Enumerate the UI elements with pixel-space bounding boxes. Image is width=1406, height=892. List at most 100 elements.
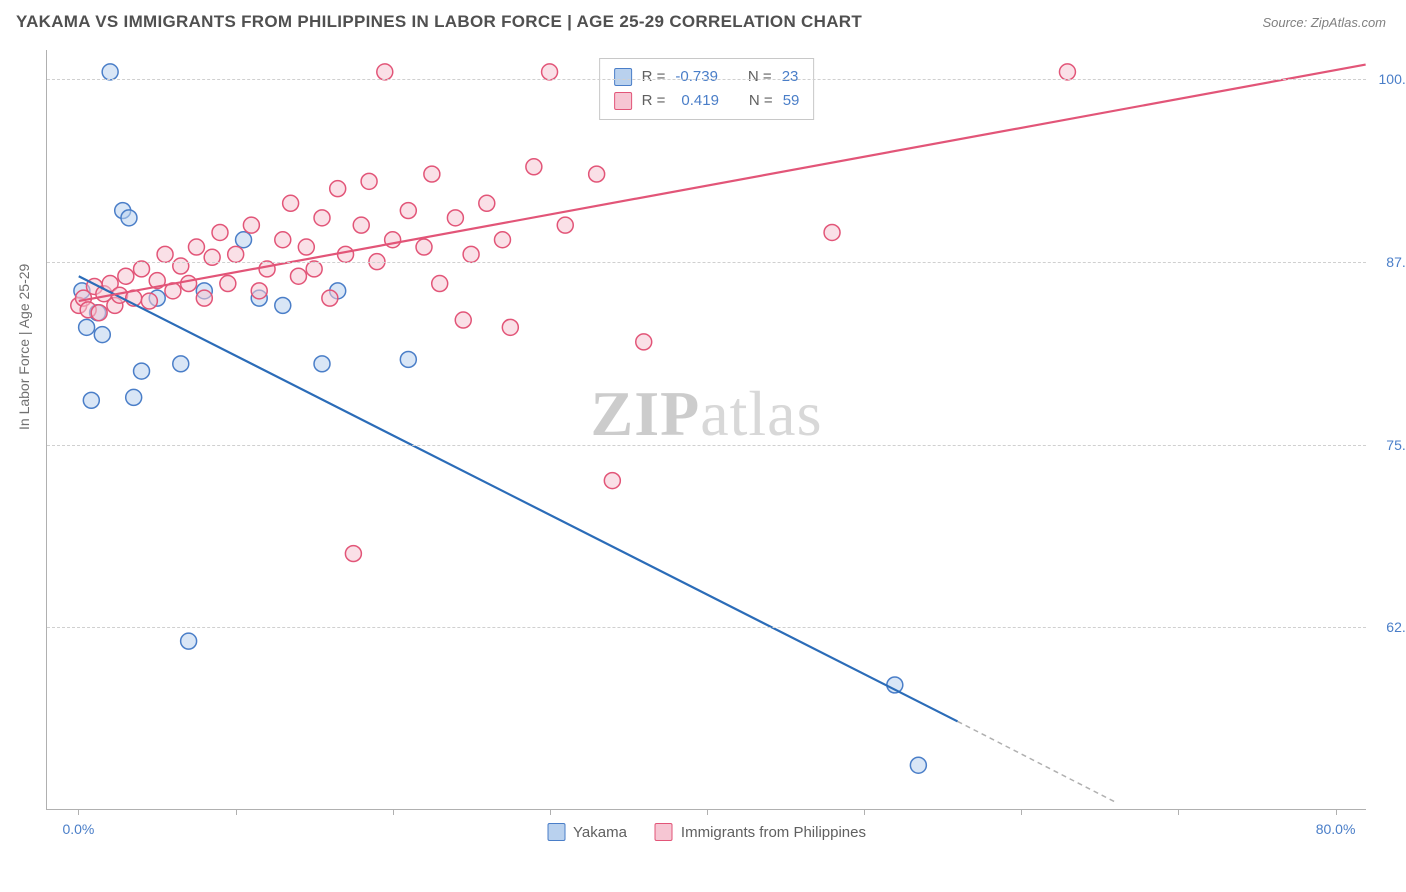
y-axis-label: In Labor Force | Age 25-29	[16, 264, 32, 430]
data-point	[141, 293, 157, 309]
legend-swatch-icon	[547, 823, 565, 841]
data-point	[181, 276, 197, 292]
data-point	[345, 546, 361, 562]
trend-line	[79, 276, 958, 721]
legend-swatch-icon	[614, 68, 632, 86]
data-point	[322, 290, 338, 306]
chart-title: YAKAMA VS IMMIGRANTS FROM PHILIPPINES IN…	[16, 12, 862, 32]
grid-line	[47, 262, 1366, 263]
x-tick	[864, 809, 865, 815]
grid-line	[47, 627, 1366, 628]
r-label: R =	[642, 65, 666, 89]
data-point	[196, 290, 212, 306]
x-tick	[1336, 809, 1337, 815]
data-point	[314, 356, 330, 372]
x-tick-label: 80.0%	[1316, 821, 1356, 837]
data-point	[636, 334, 652, 350]
data-point	[83, 392, 99, 408]
data-point	[283, 195, 299, 211]
data-point	[243, 217, 259, 233]
data-point	[910, 757, 926, 773]
data-point	[400, 203, 416, 219]
data-point	[416, 239, 432, 255]
data-point	[479, 195, 495, 211]
n-value: 59	[783, 89, 800, 113]
data-point	[181, 633, 197, 649]
data-point	[377, 64, 393, 80]
data-point	[542, 64, 558, 80]
legend-swatch-icon	[655, 823, 673, 841]
data-point	[94, 327, 110, 343]
x-tick-label: 0.0%	[62, 821, 94, 837]
data-point	[290, 268, 306, 284]
data-point	[314, 210, 330, 226]
y-tick-label: 62.5%	[1386, 619, 1406, 635]
r-label: R =	[642, 89, 666, 113]
data-point	[330, 181, 346, 197]
data-point	[91, 305, 107, 321]
data-point	[338, 246, 354, 262]
series-legend: Yakama Immigrants from Philippines	[547, 823, 866, 841]
data-point	[275, 297, 291, 313]
data-point	[79, 319, 95, 335]
x-tick	[1178, 809, 1179, 815]
x-tick	[236, 809, 237, 815]
y-tick-label: 75.0%	[1386, 437, 1406, 453]
data-point	[121, 210, 137, 226]
data-point	[306, 261, 322, 277]
scatter-plot-svg	[47, 50, 1366, 809]
data-point	[400, 351, 416, 367]
r-value: 0.419	[681, 89, 719, 113]
data-point	[259, 261, 275, 277]
data-point	[275, 232, 291, 248]
grid-line	[47, 79, 1366, 80]
y-tick-label: 100.0%	[1379, 71, 1406, 87]
data-point	[212, 224, 228, 240]
data-point	[134, 261, 150, 277]
x-tick	[78, 809, 79, 815]
series-label: Yakama	[573, 824, 627, 841]
n-label: N =	[749, 89, 773, 113]
data-point	[447, 210, 463, 226]
correlation-legend-row: R = 0.419 N = 59	[614, 89, 800, 113]
x-tick	[1021, 809, 1022, 815]
x-tick	[393, 809, 394, 815]
data-point	[118, 268, 134, 284]
data-point	[228, 246, 244, 262]
data-point	[126, 389, 142, 405]
data-point	[557, 217, 573, 233]
data-point	[455, 312, 471, 328]
data-point	[102, 64, 118, 80]
data-point	[188, 239, 204, 255]
correlation-legend: R = -0.739 N = 23 R = 0.419 N = 59	[599, 58, 815, 120]
data-point	[298, 239, 314, 255]
grid-line	[47, 445, 1366, 446]
x-tick	[550, 809, 551, 815]
data-point	[251, 283, 267, 299]
data-point	[824, 224, 840, 240]
data-point	[424, 166, 440, 182]
series-legend-item: Immigrants from Philippines	[655, 823, 866, 841]
series-label: Immigrants from Philippines	[681, 824, 866, 841]
data-point	[589, 166, 605, 182]
x-tick	[707, 809, 708, 815]
data-point	[1059, 64, 1075, 80]
chart-area: ZIPatlas R = -0.739 N = 23 R = 0.419 N =…	[46, 50, 1366, 810]
data-point	[494, 232, 510, 248]
data-point	[173, 356, 189, 372]
data-point	[173, 258, 189, 274]
data-point	[604, 473, 620, 489]
r-value: -0.739	[675, 65, 718, 89]
data-point	[353, 217, 369, 233]
data-point	[134, 363, 150, 379]
data-point	[361, 173, 377, 189]
data-point	[236, 232, 252, 248]
data-point	[432, 276, 448, 292]
correlation-legend-row: R = -0.739 N = 23	[614, 65, 800, 89]
series-legend-item: Yakama	[547, 823, 627, 841]
data-point	[502, 319, 518, 335]
legend-swatch-icon	[614, 92, 632, 110]
trend-line-extrapolated	[958, 721, 1115, 801]
n-value: 23	[782, 65, 799, 89]
data-point	[157, 246, 173, 262]
